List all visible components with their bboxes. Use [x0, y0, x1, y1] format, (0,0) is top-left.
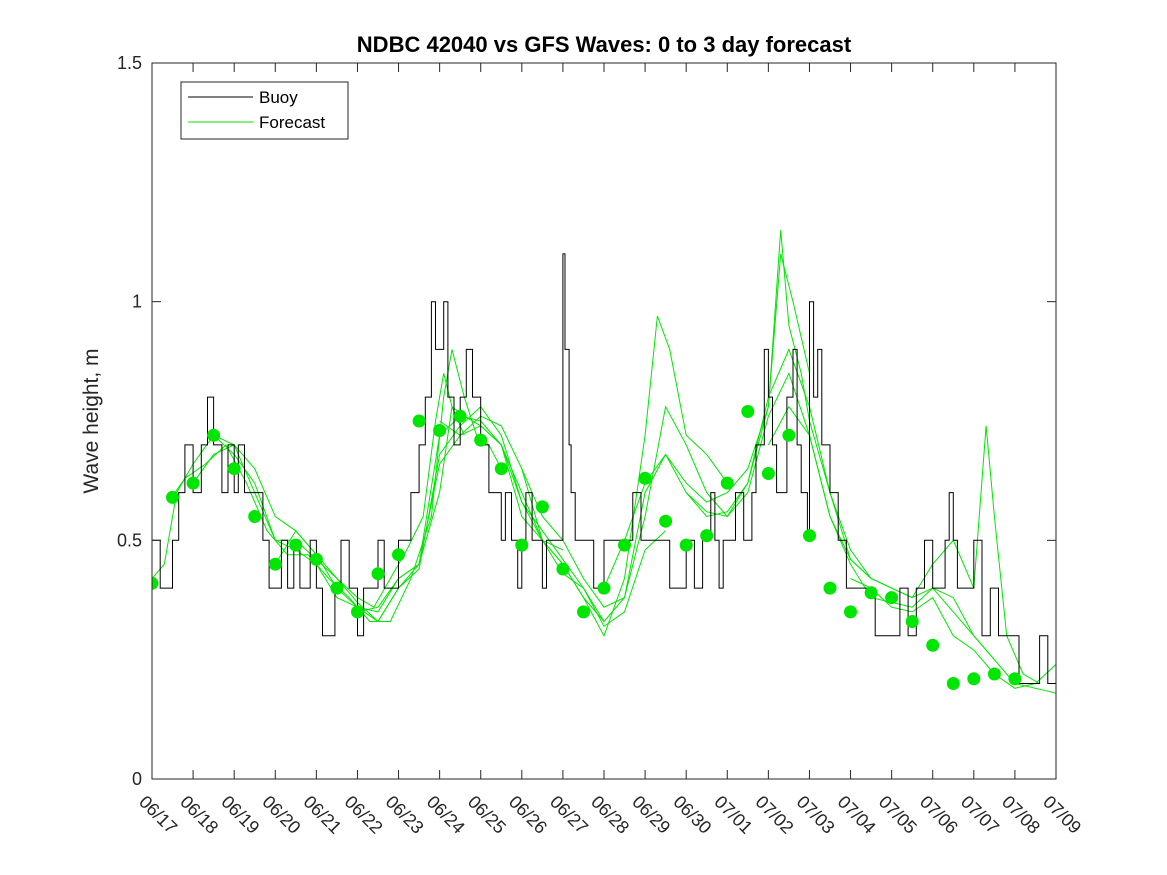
forecast-marker	[679, 538, 693, 552]
forecast-marker	[227, 462, 241, 476]
forecast-marker	[515, 538, 529, 552]
forecast-marker	[885, 591, 899, 605]
forecast-marker	[803, 529, 816, 543]
chart-title: NDBC 42040 vs GFS Waves: 0 to 3 day fore…	[357, 32, 852, 57]
forecast-marker	[577, 605, 590, 619]
forecast-marker	[946, 677, 960, 690]
forecast-marker	[166, 490, 179, 504]
forecast-marker	[268, 557, 282, 571]
forecast-marker	[535, 500, 549, 514]
forecast-marker	[700, 529, 714, 543]
y-axis-label: Wave height, m	[80, 348, 103, 493]
forecast-run-line	[850, 578, 1056, 689]
y-tick-label: 1	[132, 292, 142, 312]
forecast-marker	[474, 433, 488, 447]
forecast-marker	[289, 538, 303, 552]
forecast-marker	[330, 581, 344, 595]
forecast-marker	[659, 514, 673, 528]
forecast-marker	[987, 667, 1001, 681]
forecast-marker	[597, 581, 611, 595]
forecast-marker	[412, 414, 426, 428]
legend-box	[180, 81, 349, 140]
forecast-marker	[864, 586, 878, 600]
forecast-marker	[1008, 672, 1022, 686]
forecast-marker	[392, 548, 405, 562]
y-tick-label: 0	[132, 769, 142, 789]
series-layer	[152, 230, 1056, 694]
legend: Buoy Forecast	[180, 81, 349, 140]
forecast-marker	[905, 615, 919, 628]
buoy-line	[152, 253, 1056, 684]
forecast-marker	[186, 476, 200, 490]
forecast-marker	[556, 562, 570, 576]
forecast-marker	[720, 476, 734, 490]
forecast-marker	[351, 605, 364, 619]
legend-label-buoy: Buoy	[259, 88, 298, 107]
forecast-run-line	[357, 315, 728, 638]
forecast-run-line	[439, 253, 810, 623]
forecast-marker	[433, 424, 447, 437]
forecast-marker	[453, 409, 467, 423]
forecast-marker	[761, 467, 775, 480]
forecast-marker	[967, 672, 981, 686]
forecast-marker	[638, 471, 652, 485]
forecast-run-line	[152, 373, 465, 608]
y-tick-label: 1.5	[117, 53, 142, 73]
forecast-marker	[309, 552, 323, 566]
forecast-run-line	[685, 371, 1040, 684]
forecast-marker	[926, 638, 940, 652]
forecast-marker	[782, 428, 796, 442]
forecast-marker	[741, 405, 755, 418]
forecast-marker	[844, 605, 857, 619]
forecast-marker	[494, 462, 508, 476]
forecast-run-line	[603, 348, 995, 661]
forecast-marker	[823, 581, 837, 595]
forecast-run-line	[274, 405, 666, 628]
forecast-run-line	[521, 230, 872, 608]
forecast-marker	[207, 428, 221, 442]
forecast-marker	[248, 510, 262, 523]
plot-area	[152, 230, 1056, 694]
y-tick-label: 0.5	[117, 530, 142, 550]
forecast-marker	[371, 567, 385, 581]
legend-label-forecast: Forecast	[259, 113, 325, 132]
forecast-run-line	[767, 405, 1056, 694]
forecast-marker	[618, 538, 631, 552]
forecast-marker	[152, 576, 159, 590]
